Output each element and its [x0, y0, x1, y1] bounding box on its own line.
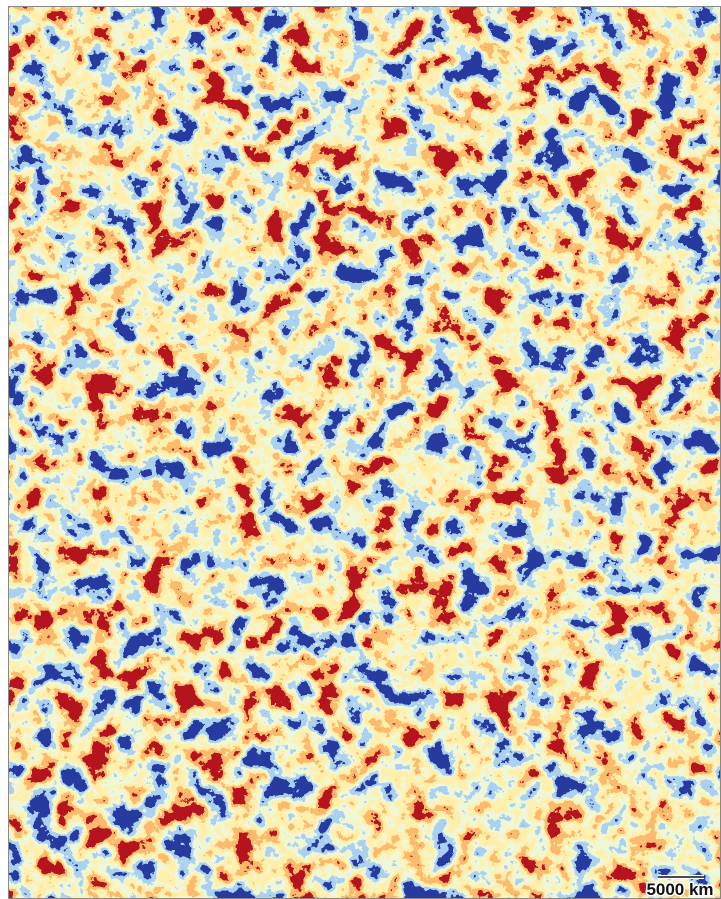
scale-bar-label: 5000 km [646, 880, 713, 899]
page: 5000 km (() => { const data = JSON.parse… [0, 0, 721, 899]
scale-bar: 5000 km [646, 877, 713, 899]
field-texture [8, 6, 721, 899]
map: 5000 km [0, 0, 721, 899]
